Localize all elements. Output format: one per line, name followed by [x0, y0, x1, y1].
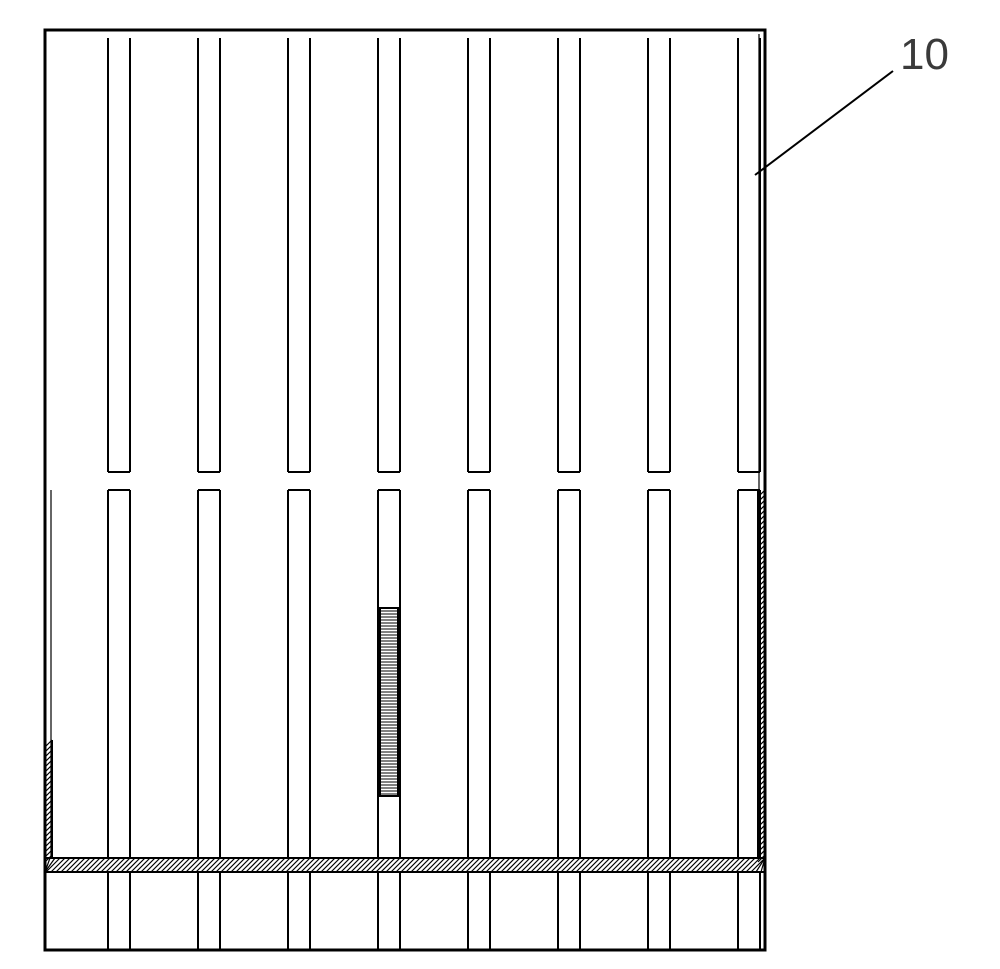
diagram-stage: 10 — [0, 0, 1000, 969]
diagram-svg — [0, 0, 1000, 969]
callout-label: 10 — [900, 30, 949, 80]
